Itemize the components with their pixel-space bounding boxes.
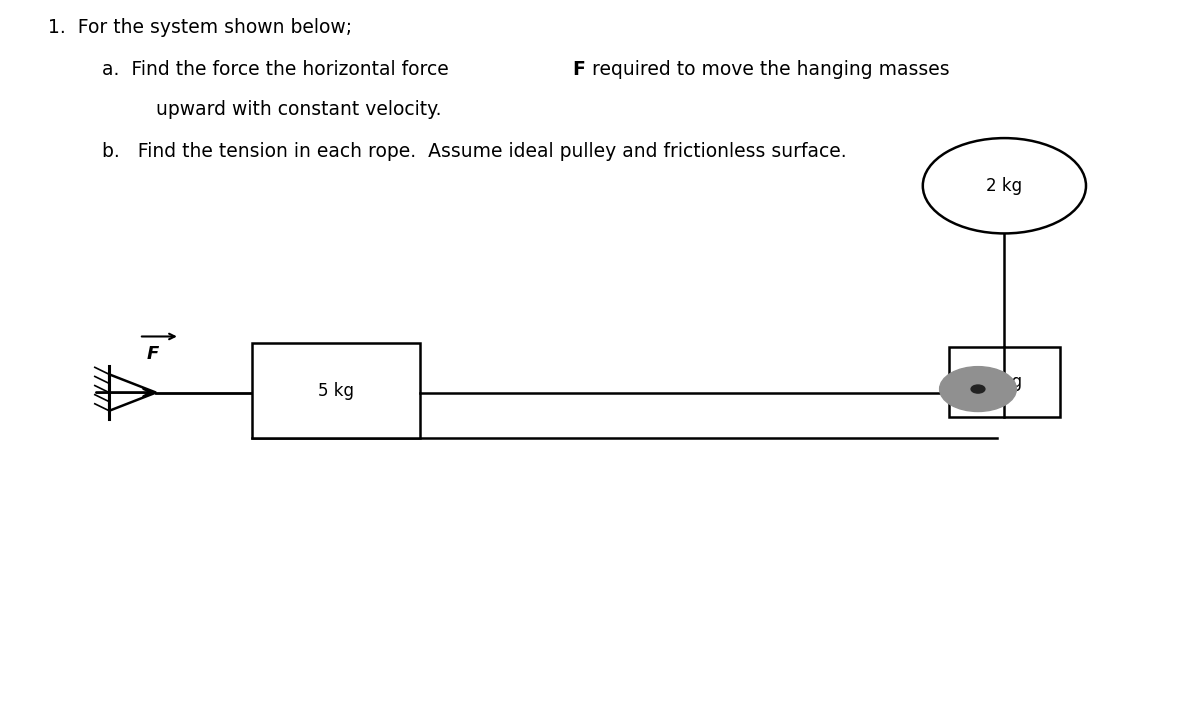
Text: 2 kg: 2 kg	[986, 177, 1022, 195]
Circle shape	[971, 385, 985, 393]
Text: 5 kg: 5 kg	[318, 382, 354, 400]
Text: required to move the hanging masses: required to move the hanging masses	[586, 60, 949, 79]
Text: a.  Find the force the horizontal force: a. Find the force the horizontal force	[102, 60, 455, 79]
Text: F: F	[572, 60, 586, 79]
Text: 3 kg: 3 kg	[986, 373, 1022, 391]
Text: F: F	[146, 345, 158, 363]
Text: upward with constant velocity.: upward with constant velocity.	[156, 100, 442, 118]
Polygon shape	[109, 374, 156, 411]
Circle shape	[923, 138, 1086, 233]
Text: 1.  For the system shown below;: 1. For the system shown below;	[48, 18, 352, 36]
Text: b.   Find the tension in each rope.  Assume ideal pulley and frictionless surfac: b. Find the tension in each rope. Assume…	[102, 142, 847, 161]
Circle shape	[940, 367, 1016, 411]
Bar	[949, 347, 1060, 417]
Bar	[252, 343, 420, 438]
